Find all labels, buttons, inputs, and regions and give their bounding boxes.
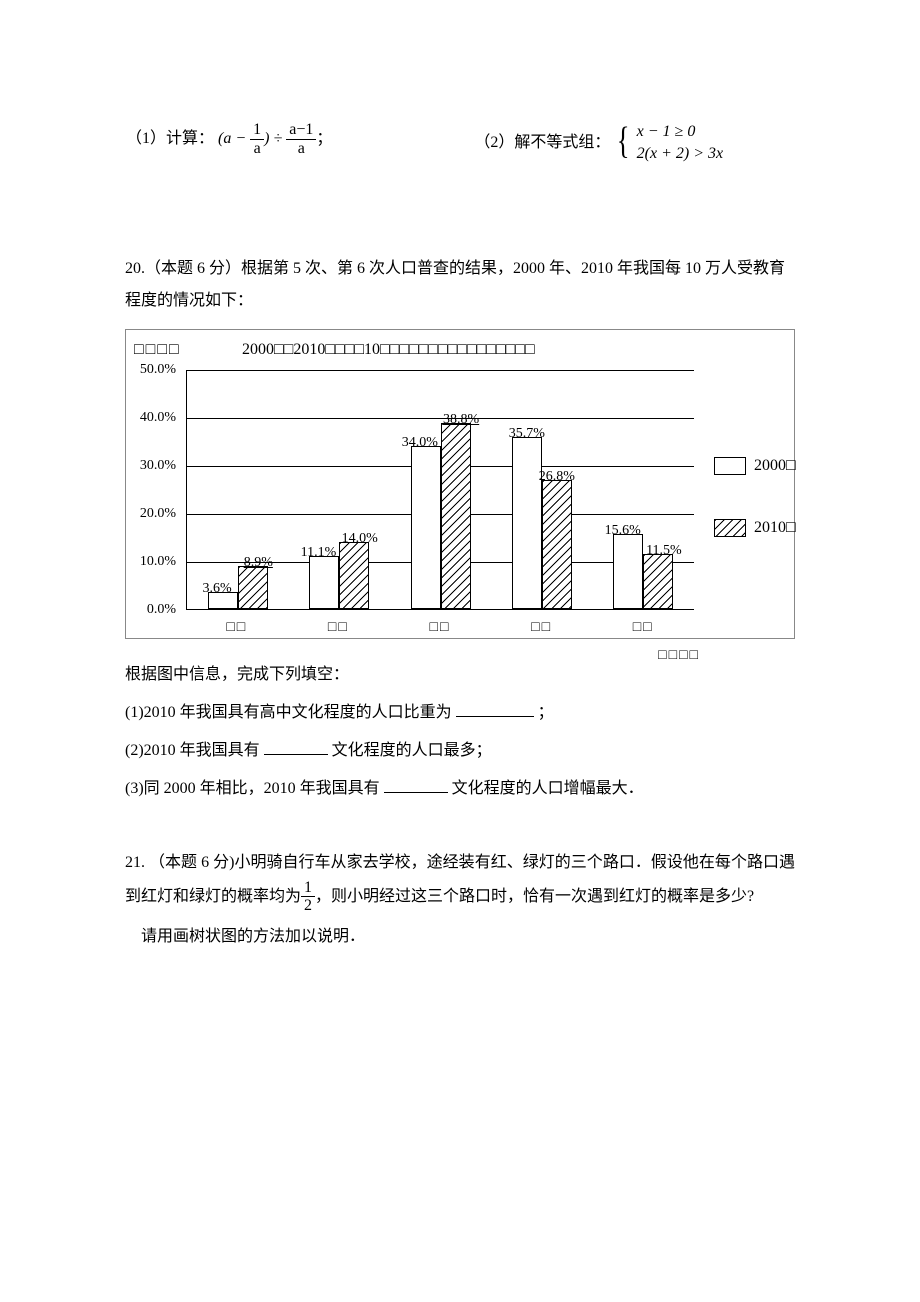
- y-tick-label: 40.0%: [134, 404, 176, 432]
- bar-label: 34.0%: [402, 429, 438, 457]
- bar-2010: 38.8%: [441, 423, 471, 609]
- x-tick-label: □□: [186, 614, 288, 642]
- y-tick-label: 50.0%: [134, 356, 176, 384]
- chart-plot: 3.6%8.9%11.1%14.0%34.0%38.8%35.7%26.8%15…: [134, 370, 694, 630]
- q21-para: 21. （本题 6 分)小明骑自行车从家去学校，途经装有红、绿灯的三个路口．假设…: [125, 847, 795, 915]
- bar-2000: 34.0%: [411, 446, 441, 609]
- bar-label: 11.5%: [646, 537, 682, 565]
- bar-label: 14.0%: [342, 525, 378, 553]
- bar-2010: 11.5%: [643, 554, 673, 609]
- bar-label: 15.6%: [605, 517, 641, 545]
- legend-2010: 2010□: [714, 512, 796, 544]
- q20-sub2: (2)2010 年我国具有 文化程度的人口最多；: [125, 735, 795, 767]
- brace-icon: {: [617, 122, 630, 160]
- blank-2: [264, 739, 328, 755]
- q21-para3: 请用画树状图的方法加以说明．: [125, 921, 795, 953]
- q19-system: x − 1 ≥ 0 2(x + 2) > 3x: [637, 121, 723, 166]
- x-tick-label: □□: [389, 614, 491, 642]
- bar-2000: 35.7%: [512, 437, 542, 608]
- x-tick-label: □□: [592, 614, 694, 642]
- bar-label: 11.1%: [301, 539, 337, 567]
- bar-2000: 3.6%: [208, 592, 238, 609]
- bar-label: 35.7%: [509, 420, 545, 448]
- bar-group: 15.6%11.5%: [613, 534, 673, 609]
- bar-2010: 26.8%: [542, 480, 572, 609]
- blank-3: [384, 777, 448, 793]
- y-tick-label: 20.0%: [134, 500, 176, 528]
- chart-title: □□□□ 2000□□2010□□□□10□□□□□□□□□□□□□□□□: [134, 334, 786, 366]
- q19-row: （1）计算： (a − 1a) ÷ a−1a； （2）解不等式组： { x − …: [125, 120, 795, 167]
- bar-2010: 14.0%: [339, 542, 369, 609]
- blank-1: [456, 701, 534, 717]
- bar-label: 8.9%: [244, 549, 273, 577]
- bar-2000: 11.1%: [309, 556, 339, 609]
- chart-xfooter: □□□□: [658, 642, 700, 670]
- bar-group: 34.0%38.8%: [411, 423, 471, 609]
- bar-group: 35.7%26.8%: [512, 437, 572, 608]
- x-tick-label: □□: [288, 614, 390, 642]
- q19-left-label: （1）计算：: [126, 130, 214, 147]
- bar-group: 11.1%14.0%: [309, 542, 369, 609]
- x-tick-label: □□: [491, 614, 593, 642]
- legend-box-plain: [714, 457, 746, 475]
- bar-label: 26.8%: [539, 463, 575, 491]
- q19-expr: (a − 1a) ÷ a−1a；: [218, 130, 332, 147]
- chart-container: □□□□ 2000□□2010□□□□10□□□□□□□□□□□□□□□□ 3.…: [125, 329, 795, 639]
- bar-label: 38.8%: [443, 406, 479, 434]
- q20-sub1: (1)2010 年我国具有高中文化程度的人口比重为 ；: [125, 697, 795, 729]
- q20-heading: 20.（本题 6 分）根据第 5 次、第 6 次人口普查的结果，2000 年、2…: [125, 253, 795, 317]
- bar-label: 3.6%: [202, 575, 231, 603]
- chart-legend: 2000□ 2010□: [694, 370, 796, 544]
- legend-box-hatched: [714, 519, 746, 537]
- q19-right-label: （2）解不等式组：: [474, 134, 610, 151]
- bar-2000: 15.6%: [613, 534, 643, 609]
- legend-2000: 2000□: [714, 450, 796, 482]
- y-tick-label: 10.0%: [134, 548, 176, 576]
- bar-2010: 8.9%: [238, 566, 268, 609]
- bar-group: 3.6%8.9%: [208, 566, 268, 609]
- q20-sub3: (3)同 2000 年相比，2010 年我国具有 文化程度的人口增幅最大．: [125, 773, 795, 805]
- y-tick-label: 0.0%: [134, 596, 176, 624]
- y-tick-label: 30.0%: [134, 452, 176, 480]
